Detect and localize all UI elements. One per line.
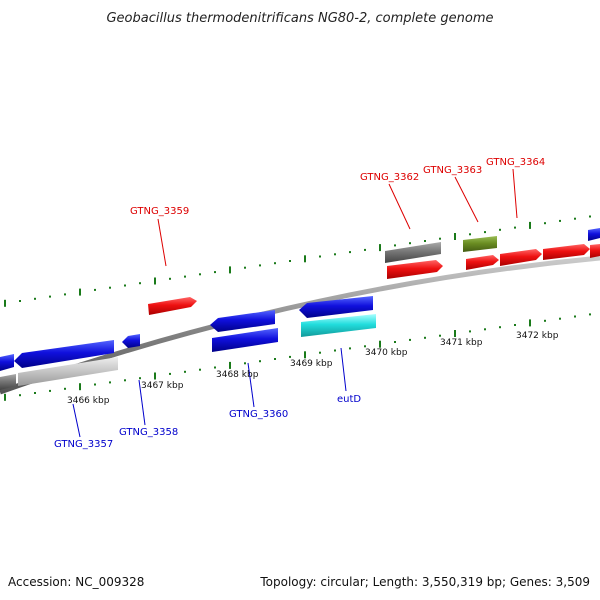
gene-label-gtng-3358[interactable]: GTNG_3358 (119, 427, 178, 438)
topology-text: Topology: circular; Length: 3,550,319 bp… (259, 575, 590, 589)
gene-eutd-arrow[interactable] (301, 314, 376, 337)
gene-gtng-3364-arrow[interactable] (500, 249, 542, 266)
accession-text: Accession: NC_009328 (8, 575, 144, 589)
kbp-label-3471: 3471 kbp (440, 338, 483, 348)
gene-label-gtng-3363[interactable]: GTNG_3363 (423, 165, 482, 176)
gene-gtng-3358-arrow[interactable] (122, 334, 140, 348)
gene-gtng-3357-arrow[interactable] (14, 340, 114, 368)
kbp-label-3470: 3470 kbp (365, 348, 408, 358)
gene-red-arrow-right-1[interactable] (543, 244, 590, 260)
gene-label-eutd[interactable]: eutD (337, 394, 361, 405)
gene-red-arrow-right-2[interactable] (590, 244, 600, 258)
kbp-label-3468: 3468 kbp (216, 370, 259, 380)
gene-label-gtng-3359[interactable]: GTNG_3359 (130, 206, 189, 217)
gene-label-gtng-3360[interactable]: GTNG_3360 (229, 409, 288, 420)
gene-blue-arrow-left-edge[interactable] (0, 354, 14, 371)
gene-label-gtng-3357[interactable]: GTNG_3357 (54, 439, 113, 450)
gene-gray-arrow-left-edge[interactable] (0, 374, 16, 390)
gene-blue-arrow-3360a[interactable] (210, 310, 275, 332)
gene-light-gray-arrow[interactable] (18, 357, 118, 386)
kbp-label-3472: 3472 kbp (516, 331, 559, 341)
kbp-tick-marks (4, 215, 591, 401)
kbp-label-3466: 3466 kbp (67, 396, 110, 406)
gene-label-gtng-3362[interactable]: GTNG_3362 (360, 172, 419, 183)
kbp-label-3469: 3469 kbp (290, 359, 333, 369)
gene-gtng-3363-arrow[interactable] (466, 255, 499, 270)
gene-gtng-3363-arrow-olive[interactable] (463, 236, 497, 252)
label-leader-lines (72, 168, 518, 438)
map-title: Geobacillus thermodenitrificans NG80-2, … (106, 11, 493, 26)
gene-gtng-3362-arrow[interactable] (387, 260, 443, 279)
kbp-label-3467: 3467 kbp (141, 381, 184, 391)
gene-blue-arrow-eutd-upper[interactable] (299, 296, 373, 318)
gene-gtng-3359-arrow[interactable] (148, 297, 197, 315)
gene-gtng-3360-arrow[interactable] (212, 328, 278, 352)
gene-blue-arrow-edge[interactable] (588, 228, 600, 241)
gene-gtng-3362-arrow-gray[interactable] (385, 242, 441, 263)
gene-label-gtng-3364[interactable]: GTNG_3364 (486, 157, 545, 168)
